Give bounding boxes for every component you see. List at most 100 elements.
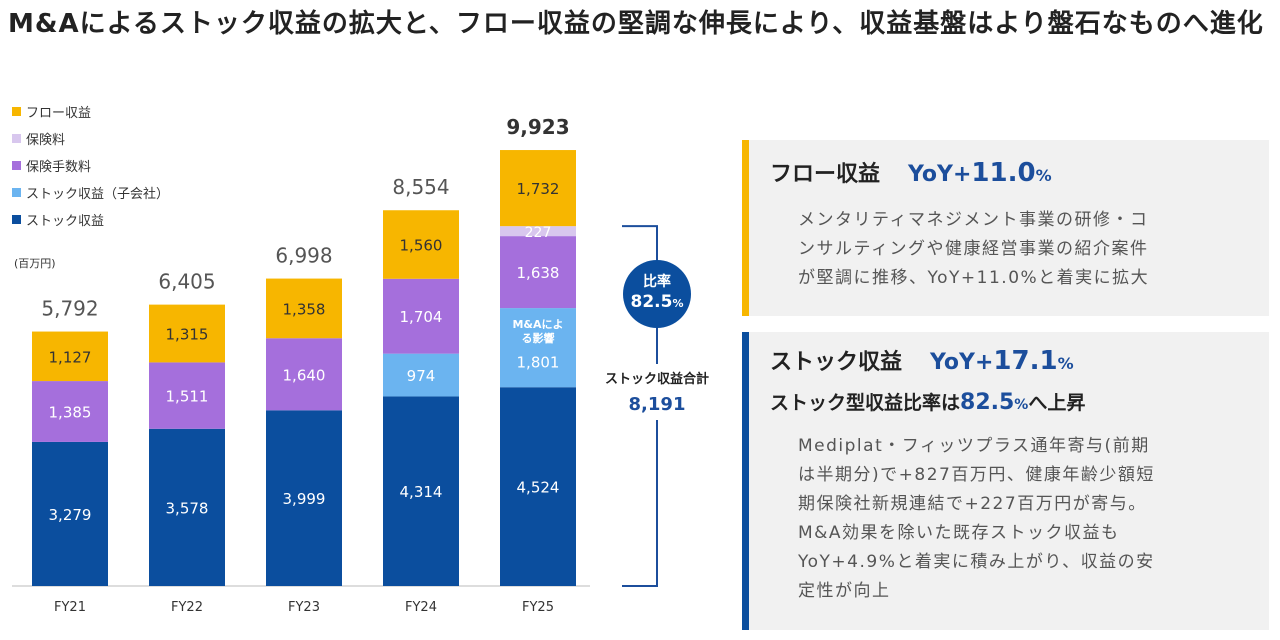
bar-segment: [149, 304, 225, 363]
stock-body-line: YoY+4.9%と着実に積み上がり、収益の安: [798, 552, 1155, 572]
flow-heading-text: フロー収益: [770, 162, 881, 187]
data-label: 3,279: [49, 506, 92, 524]
ma-impact-label: る影響: [522, 331, 555, 345]
data-label: 1,638: [517, 264, 560, 282]
legend-swatch: [12, 215, 21, 224]
stock-yoy: YoY+17.1%: [930, 346, 1074, 376]
stock-ratio-unit: %: [1014, 397, 1029, 413]
x-tick-label: FY25: [522, 600, 554, 615]
stacked-bar-chart: 3,279 1,385 1,127 5,792 FY21 3,578 1,511 1,315 6…: [12, 115, 724, 615]
stock-total-bg: [590, 364, 724, 420]
x-tick-label: FY24: [405, 600, 437, 615]
stock-heading-text: ストック収益: [770, 350, 903, 375]
bar-segment: [32, 331, 108, 382]
data-label: 3,578: [166, 499, 209, 517]
legend-label: フロー収益: [26, 106, 92, 121]
bar-segment: [32, 381, 108, 442]
flow-body-line: が堅調に推移、YoY+11.0%と着実に拡大: [798, 268, 1150, 288]
data-label: 1,704: [400, 308, 443, 326]
stock-panel: ストック収益 YoY+17.1% ストック型収益比率は82.5%へ上昇 Medip…: [742, 332, 1269, 630]
ma-impact-label: M&Aによ: [512, 318, 563, 331]
data-label: 1,801: [517, 354, 560, 372]
bar-segment: [500, 308, 576, 388]
bar-segment: [383, 278, 459, 354]
stock-panel-heading: ストック収益 YoY+17.1%: [770, 344, 1074, 376]
legend-item: 保険料: [12, 125, 169, 152]
stock-body-line: Mediplat・フィッツプラス通年寄与(前期: [798, 436, 1150, 456]
flow-yoy: YoY+11.0%: [908, 158, 1052, 188]
flow-yoy-unit: %: [1035, 166, 1052, 185]
data-label: 1,358: [283, 300, 326, 318]
legend-label: 保険料: [26, 133, 66, 148]
data-label: 1,732: [517, 180, 560, 198]
legend-item: フロー収益: [12, 98, 169, 125]
stock-yoy-unit: %: [1057, 354, 1074, 373]
bar-segment: [383, 353, 459, 397]
stock-body-line: M&A効果を除いた既存ストック収益も: [798, 523, 1120, 543]
flow-panel-heading: フロー収益 YoY+11.0%: [770, 156, 1052, 188]
total-label: 6,998: [275, 244, 332, 268]
flow-panel-body: メンタリティマネジメント事業の研修・コ ンサルティングや健康経営事業の紹介案件 …: [798, 206, 1149, 293]
bar-segment: [149, 428, 225, 586]
legend-swatch: [12, 107, 21, 116]
stock-ratio-post: へ上昇: [1028, 392, 1086, 414]
data-label: 4,524: [517, 479, 560, 497]
data-label: 1,127: [49, 348, 92, 366]
flow-panel-accent-bar: [742, 140, 749, 316]
bar-segment: [383, 396, 459, 586]
data-label: 227: [525, 225, 552, 241]
page-title: M&Aによるストック収益の拡大と、フロー収益の堅調な伸長により、収益基盤はより盤…: [8, 9, 1264, 39]
stock-yoy-prefix: YoY+: [930, 350, 994, 375]
chart-legend: フロー収益保険料保険手数料ストック収益（子会社） ストック収益: [12, 98, 169, 233]
stock-total-value: 8,191: [629, 394, 686, 415]
stock-yoy-value: 17.1: [993, 346, 1058, 376]
legend-swatch: [12, 188, 21, 197]
bar-segment: [266, 338, 342, 411]
stock-body-line: は半期分)で+827百万円、健康年齢少額短: [798, 465, 1155, 485]
data-label: 4,314: [400, 483, 443, 501]
x-tick-label: FY22: [171, 600, 203, 615]
data-label: 1,560: [400, 237, 443, 255]
ratio-title: 比率: [643, 273, 671, 290]
bar-segment: [266, 410, 342, 586]
total-label: 5,792: [41, 297, 98, 321]
data-label: 1,511: [166, 388, 209, 406]
total-label: 6,405: [158, 270, 215, 294]
data-label: 3,999: [283, 490, 326, 508]
bar-segment: [32, 441, 108, 586]
legend-label: 保険手数料: [26, 160, 92, 175]
legend-item: 保険手数料: [12, 152, 169, 179]
bar-segment: [266, 278, 342, 339]
legend-label: ストック収益（子会社）: [26, 187, 170, 202]
x-tick-label: FY21: [54, 600, 86, 615]
stock-body-line: 期保険社新規連結で+227百万円が寄与。: [798, 494, 1147, 514]
stock-ratio-line: ストック型収益比率は82.5%へ上昇: [770, 388, 1085, 415]
legend-item: ストック収益（子会社）: [12, 179, 169, 206]
data-label: 1,315: [166, 326, 209, 344]
data-label: 1,385: [49, 403, 92, 421]
ratio-badge: [623, 260, 691, 328]
unit-label: (百万円): [14, 257, 56, 270]
stock-ratio-pre: ストック型収益比率は: [770, 392, 961, 414]
stock-panel-body: Mediplat・フィッツプラス通年寄与(前期 は半期分)で+827百万円、健康…: [798, 432, 1155, 606]
total-label: 8,554: [392, 175, 449, 199]
stock-panel-accent-bar: [742, 332, 749, 630]
flow-body-line: ンサルティングや健康経営事業の紹介案件: [798, 239, 1149, 259]
total-label: 9,923: [506, 115, 569, 139]
bar-segment: [500, 387, 576, 586]
legend-swatch: [12, 134, 21, 143]
bar-segment: [149, 362, 225, 429]
flow-yoy-value: 11.0: [971, 158, 1036, 188]
flow-panel: フロー収益 YoY+11.0% メンタリティマネジメント事業の研修・コ ンサルティ…: [742, 140, 1269, 316]
bar-segment: [500, 236, 576, 309]
stock-total-label: ストック収益合計: [605, 371, 709, 387]
bar-segment: [500, 150, 576, 227]
flow-yoy-prefix: YoY+: [908, 162, 972, 187]
legend-label: ストック収益: [26, 214, 105, 229]
bar-segment: [383, 210, 459, 279]
x-tick-label: FY23: [288, 600, 320, 615]
stock-ratio-value: 82.5: [960, 390, 1015, 415]
flow-body-line: メンタリティマネジメント事業の研修・コ: [798, 210, 1149, 230]
ratio-value: 82.5%: [631, 292, 684, 312]
stock-body-line: 定性が向上: [798, 581, 891, 601]
